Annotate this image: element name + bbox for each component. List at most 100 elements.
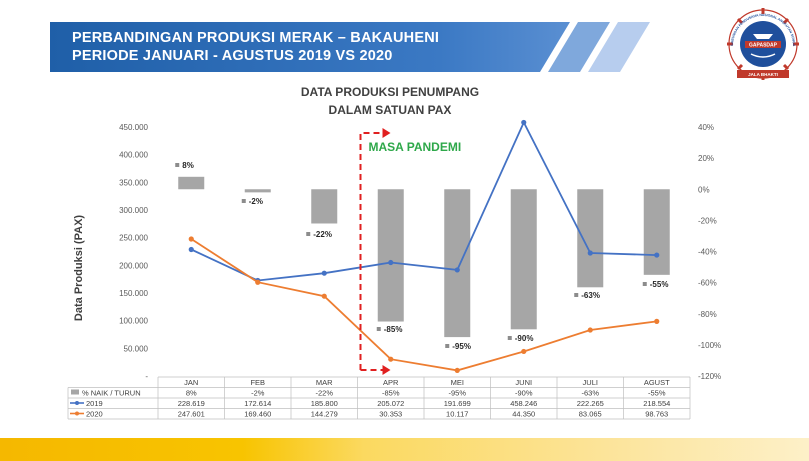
x-tick-label: AGUST [644, 378, 670, 387]
table-cell: 8% [186, 389, 197, 398]
y-left-tick-label: 50.000 [124, 344, 149, 353]
x-tick-label: APR [383, 378, 399, 387]
footer-bar [0, 438, 809, 461]
series-point-2020 [188, 236, 194, 242]
table-cell: -95% [448, 389, 466, 398]
y-right-tick-label: -80% [698, 310, 717, 319]
y-right-tick-label: -100% [698, 341, 721, 350]
x-tick-label: JUNI [515, 378, 532, 387]
series-point-2019 [188, 246, 194, 253]
table-cell: 144.279 [311, 410, 338, 419]
series-point-2020 [255, 279, 261, 285]
table-cell: 10.117 [446, 410, 468, 419]
table-cell: 172.614 [244, 399, 271, 408]
x-tick-label: FEB [250, 378, 265, 387]
y-left-tick-label: 350.000 [119, 178, 148, 187]
pandemic-boundary [359, 132, 383, 370]
y-right-tick-label: 20% [698, 154, 714, 163]
y-right-tick-label: 40% [698, 123, 714, 132]
bar-percent-change [577, 189, 604, 288]
pandemic-arrow-top [382, 128, 391, 138]
bar-percent-change [510, 189, 537, 330]
table-cell: 30.353 [379, 410, 402, 419]
table-cell: -2% [251, 389, 265, 398]
x-tick-label: MEI [451, 378, 464, 387]
series-point-2019 [654, 252, 660, 258]
chart-title-line1: DATA PRODUKSI PENUMPANG [300, 85, 480, 99]
data-label: -95% [452, 342, 471, 351]
header-title-line2: PERIODE JANUARI - AGUSTUS 2019 VS 2020 [72, 48, 393, 64]
legend-swatch-point [75, 401, 79, 405]
y-left-tick-label: 200.000 [119, 261, 148, 270]
table-cell: -22% [315, 389, 333, 398]
data-label-marker [241, 199, 246, 203]
data-label: -85% [384, 325, 403, 334]
table-cell: -90% [515, 389, 533, 398]
header-title-line1: PERBANDINGAN PRODUKSI MERAK – BAKAUHENI [72, 30, 440, 46]
data-label-marker [376, 327, 381, 331]
banner-shape [50, 22, 650, 72]
y-left-tick-label: 450.000 [119, 123, 148, 132]
y-left-tick-label: - [145, 372, 148, 381]
data-label: -22% [313, 230, 332, 239]
table-cell: 222.265 [577, 399, 604, 408]
y-right-tick-label: -20% [698, 216, 717, 225]
series-point-2020 [587, 327, 593, 333]
table-cell: -63% [581, 389, 599, 398]
data-label: -55% [650, 280, 669, 289]
data-label-marker [306, 232, 311, 236]
y-axis-label: Data Produksi (PAX) [73, 215, 85, 321]
table-cell: 169.460 [244, 410, 271, 419]
data-label: -90% [515, 334, 534, 343]
y-right-tick-label: -40% [698, 248, 717, 257]
bar-percent-change [643, 189, 670, 275]
data-label-marker [445, 344, 450, 348]
series-line-2019 [190, 120, 657, 282]
table-cell: 218.554 [643, 399, 670, 408]
legend-swatch-point [75, 411, 79, 416]
gapasdap-logo: GABUNGAN PENGUSAHA NASIONAL ANGKUTAN SUN… [723, 6, 799, 80]
table-cell: 44.350 [512, 410, 535, 419]
bar-percent-change [244, 189, 271, 193]
y-left-tick-label: 400.000 [119, 151, 148, 160]
y-left-tick-label: 300.000 [119, 206, 148, 215]
header-banner: PERBANDINGAN PRODUKSI MERAK – BAKAUHENI … [50, 22, 650, 72]
legend-swatch-bar [71, 389, 79, 395]
table-cell: 185.800 [311, 399, 338, 408]
table-cell: 458.246 [510, 399, 537, 408]
series-point-2020 [654, 318, 660, 324]
table-cell: 83.065 [579, 410, 602, 419]
chart-title: DATA PRODUKSI PENUMPANG DALAM SATUAN PAX [230, 83, 550, 119]
table-cell: 205.072 [377, 399, 404, 408]
logo-ribbon-text: JALA BHAKTI [748, 72, 778, 77]
x-tick-label: JAN [184, 378, 198, 387]
data-label: 8% [182, 161, 194, 170]
x-tick-label: MAR [316, 378, 333, 387]
pandemic-arrow-bottom [382, 365, 391, 375]
bar-percent-change [444, 189, 471, 338]
table-cell: 98.763 [645, 410, 668, 419]
series-point-2020 [521, 348, 527, 355]
logo-center-text: GAPASDAP [749, 43, 778, 49]
series-point-2020 [454, 367, 460, 374]
table-cell: -55% [648, 389, 666, 398]
table-cell: 228.619 [178, 399, 205, 408]
y-right-tick-label: -120% [698, 372, 721, 381]
series-point-2019 [454, 267, 460, 273]
data-label: -2% [249, 197, 263, 206]
x-tick-label: JULI [583, 378, 598, 387]
bar-percent-change [377, 189, 404, 322]
pandemic-label: MASA PANDEMI [369, 140, 462, 154]
y-right-tick-label: -60% [698, 279, 717, 288]
data-label-marker [642, 282, 647, 286]
y-right-tick-label: 0% [698, 185, 710, 194]
series-line-2020 [190, 238, 657, 372]
series-point-2020 [321, 293, 327, 299]
y-left-tick-label: 100.000 [119, 317, 148, 326]
chart-title-line2: DALAM SATUAN PAX [328, 103, 452, 117]
y-left-tick-label: 250.000 [119, 234, 148, 243]
table-cell: 191.699 [444, 399, 471, 408]
series-point-2020 [388, 356, 394, 362]
series-point-2019 [388, 259, 394, 266]
y-left-tick-label: 150.000 [119, 289, 148, 298]
